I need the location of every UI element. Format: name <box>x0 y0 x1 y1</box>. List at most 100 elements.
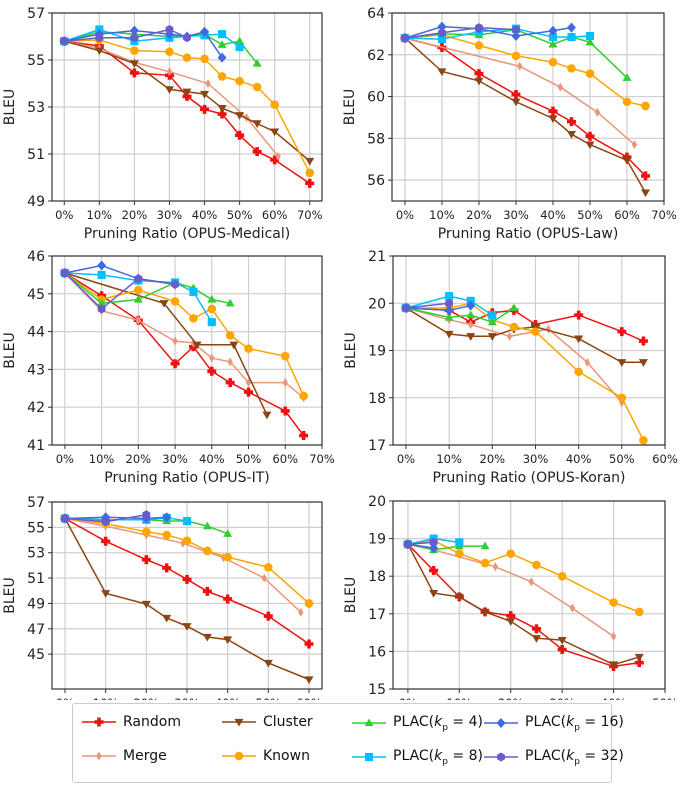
legend-label: PLAC(kp = 32) <box>525 748 624 767</box>
data-point <box>165 47 174 57</box>
y-axis-label: BLEU <box>342 89 358 126</box>
data-point <box>60 36 69 46</box>
x-tick-label: 20% <box>466 208 492 222</box>
x-tick-label: 60% <box>296 696 322 700</box>
legend-item-plac32: PLAC(kp = 32) <box>483 748 624 767</box>
data-point <box>585 141 595 150</box>
y-tick-label: 41 <box>27 438 45 454</box>
data-point <box>280 406 290 416</box>
data-point <box>217 109 227 119</box>
y-tick-label: 56 <box>367 173 385 189</box>
data-point <box>487 317 497 326</box>
data-point <box>172 336 178 346</box>
data-point <box>480 608 490 617</box>
y-tick-label: 18 <box>368 391 386 407</box>
data-point <box>402 303 410 313</box>
y-tick-label: 49 <box>27 194 45 210</box>
data-point <box>164 29 174 40</box>
series-cluster <box>59 38 315 166</box>
data-point <box>227 357 233 367</box>
data-point <box>262 411 272 420</box>
data-point <box>130 46 139 55</box>
legend-label: PLAC(kp = 4) <box>393 714 483 733</box>
legend: Random Merge Cluster Known PLAC(kp = 4) PLAC(… <box>72 703 624 783</box>
data-point <box>134 285 143 295</box>
series-known <box>401 298 648 445</box>
data-point <box>610 631 617 641</box>
legend-marker-icon <box>484 718 518 729</box>
data-point <box>609 598 618 607</box>
data-point <box>162 530 171 540</box>
data-point <box>170 297 180 306</box>
series-line <box>406 302 645 441</box>
y-axis-label: BLEU <box>2 332 18 369</box>
legend-item-cluster: Cluster <box>221 714 313 730</box>
series-line <box>64 272 305 437</box>
data-point <box>401 33 409 43</box>
legend-marker-icon <box>82 751 116 761</box>
y-tick-label: 62 <box>367 48 385 64</box>
data-point <box>488 311 497 320</box>
data-point <box>282 378 288 388</box>
data-point <box>130 33 139 43</box>
y-tick-label: 44 <box>27 325 45 341</box>
series-cluster <box>403 541 644 670</box>
data-point <box>429 566 439 576</box>
data-point <box>97 260 107 271</box>
data-point <box>455 538 464 547</box>
data-point <box>622 157 632 165</box>
data-point <box>245 378 252 388</box>
y-tick-label: 55 <box>27 53 45 69</box>
data-point <box>468 320 474 330</box>
data-point <box>638 359 648 367</box>
y-axis-label: BLEU <box>343 577 359 614</box>
series-line <box>64 516 167 520</box>
series-line <box>407 543 640 668</box>
data-point <box>487 333 497 341</box>
x-tick-label: 20% <box>126 452 152 466</box>
series-plac32 <box>61 268 179 314</box>
legend-item-random: Random <box>81 714 181 730</box>
x-tick-label: 30% <box>162 452 188 466</box>
x-tick-label: 40% <box>199 452 225 466</box>
series-merge <box>402 33 638 150</box>
legend-marker-icon <box>82 717 116 727</box>
x-tick-label: 70% <box>309 452 335 466</box>
x-tick-label: 0% <box>397 452 415 466</box>
y-tick-label: 20 <box>368 494 386 510</box>
x-tick-label: 0% <box>56 696 74 700</box>
series-line <box>405 307 644 342</box>
y-tick-label: 53 <box>27 100 45 116</box>
series-line <box>407 543 640 666</box>
data-point <box>548 32 558 42</box>
data-point <box>270 155 280 165</box>
subplot-2: 0% 10% 20% 30% 40% 50% 60% 70% 56 58 60 62 64 Pruning… <box>342 6 677 242</box>
data-point <box>429 537 438 547</box>
series-merge <box>403 303 625 407</box>
data-point <box>280 351 290 361</box>
axes-frame <box>51 501 323 690</box>
data-point <box>182 516 192 526</box>
data-point <box>182 574 192 584</box>
y-tick-label: 46 <box>27 249 45 265</box>
x-tick-label: 50% <box>236 452 262 466</box>
series-line <box>404 26 517 39</box>
series-line <box>407 541 434 545</box>
data-point <box>444 312 454 321</box>
data-point <box>162 563 172 573</box>
data-point <box>200 54 209 64</box>
data-point <box>217 72 227 81</box>
series-plac32 <box>61 510 151 527</box>
data-point <box>129 68 139 78</box>
x-tick-label: 70% <box>651 208 677 222</box>
data-point <box>217 40 227 48</box>
legend-marker <box>497 752 505 762</box>
data-point <box>474 41 484 50</box>
y-tick-label: 57 <box>27 495 45 511</box>
x-tick-label: 30% <box>549 696 575 700</box>
legend-item-merge: Merge <box>81 748 167 764</box>
data-point <box>304 639 314 649</box>
legend-marker <box>364 718 374 727</box>
x-tick-label: 0% <box>56 452 74 466</box>
x-tick-label: 50% <box>256 696 282 700</box>
